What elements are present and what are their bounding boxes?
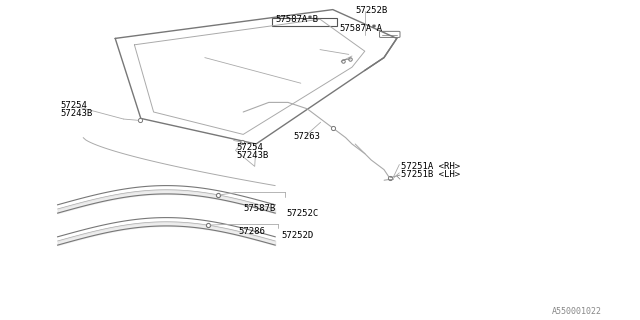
Text: 57252D: 57252D	[282, 231, 314, 240]
Text: 57254: 57254	[61, 101, 88, 110]
Text: 57587A*B: 57587A*B	[275, 15, 318, 24]
Text: 57263: 57263	[293, 132, 320, 141]
Text: 57243B: 57243B	[237, 151, 269, 160]
Text: 57252C: 57252C	[287, 209, 319, 218]
Text: 57254: 57254	[237, 143, 264, 152]
Text: A550001022: A550001022	[552, 307, 602, 316]
Text: 57252B: 57252B	[355, 6, 387, 15]
Text: 57251A <RH>: 57251A <RH>	[401, 162, 460, 171]
Text: 57587B: 57587B	[243, 204, 275, 213]
Text: 57286: 57286	[238, 227, 265, 236]
Text: 57243B: 57243B	[61, 109, 93, 118]
FancyBboxPatch shape	[380, 31, 400, 37]
Text: 57587A*A: 57587A*A	[339, 24, 382, 33]
FancyBboxPatch shape	[272, 18, 337, 26]
Text: 57251B <LH>: 57251B <LH>	[401, 170, 460, 179]
